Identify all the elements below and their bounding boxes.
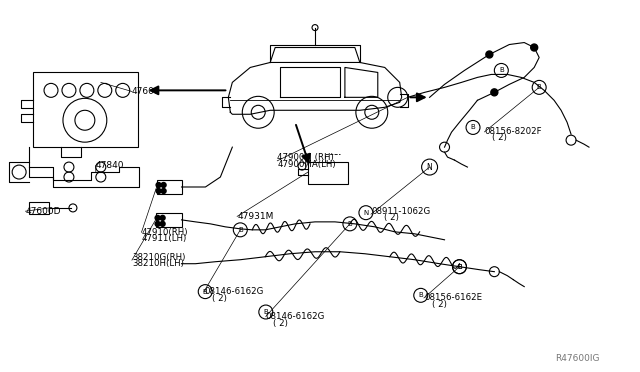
Text: N: N <box>427 163 433 171</box>
Circle shape <box>160 221 165 226</box>
Circle shape <box>531 44 538 51</box>
Text: 47911(LH): 47911(LH) <box>141 234 187 243</box>
Circle shape <box>156 183 161 187</box>
Text: R47600IG: R47600IG <box>555 354 599 363</box>
Text: 08156-6162E: 08156-6162E <box>424 294 482 302</box>
Text: 47900M (RH): 47900M (RH) <box>277 153 334 161</box>
Text: ( 2): ( 2) <box>384 213 399 222</box>
Text: 38210H(LH): 38210H(LH) <box>132 259 184 268</box>
Text: ( 2): ( 2) <box>273 319 289 328</box>
Text: 08911-1062G: 08911-1062G <box>371 207 430 216</box>
Text: B: B <box>264 309 268 315</box>
Text: B: B <box>470 125 476 131</box>
Text: ( 2): ( 2) <box>431 300 447 309</box>
Text: 47600: 47600 <box>132 87 161 96</box>
Text: B: B <box>457 264 462 270</box>
Circle shape <box>486 51 493 58</box>
Text: B: B <box>457 264 462 270</box>
Text: 38210G(RH): 38210G(RH) <box>132 253 185 262</box>
Circle shape <box>312 25 318 31</box>
Text: B: B <box>537 84 541 90</box>
Circle shape <box>160 215 165 220</box>
Text: 47910(RH): 47910(RH) <box>141 228 188 237</box>
Text: 47931M: 47931M <box>237 212 273 221</box>
Text: 08156-8202F: 08156-8202F <box>484 126 542 136</box>
Circle shape <box>156 189 161 193</box>
Circle shape <box>161 189 166 193</box>
Text: 47840: 47840 <box>95 161 124 170</box>
Circle shape <box>155 221 160 226</box>
Text: N: N <box>364 210 369 216</box>
Text: 47900MA(LH): 47900MA(LH) <box>277 160 336 169</box>
Circle shape <box>155 215 160 220</box>
Text: 08146-6162G: 08146-6162G <box>204 287 263 296</box>
Text: ( 2): ( 2) <box>492 133 507 142</box>
Text: 08146-6162G: 08146-6162G <box>266 312 325 321</box>
Text: 47600D: 47600D <box>26 207 61 216</box>
Circle shape <box>161 183 166 187</box>
Circle shape <box>491 89 498 96</box>
Text: B: B <box>499 67 504 73</box>
Text: ( 2): ( 2) <box>212 294 227 303</box>
Text: B: B <box>238 227 243 233</box>
Text: B: B <box>419 292 423 298</box>
Text: B: B <box>348 221 352 227</box>
Text: B: B <box>203 289 207 295</box>
